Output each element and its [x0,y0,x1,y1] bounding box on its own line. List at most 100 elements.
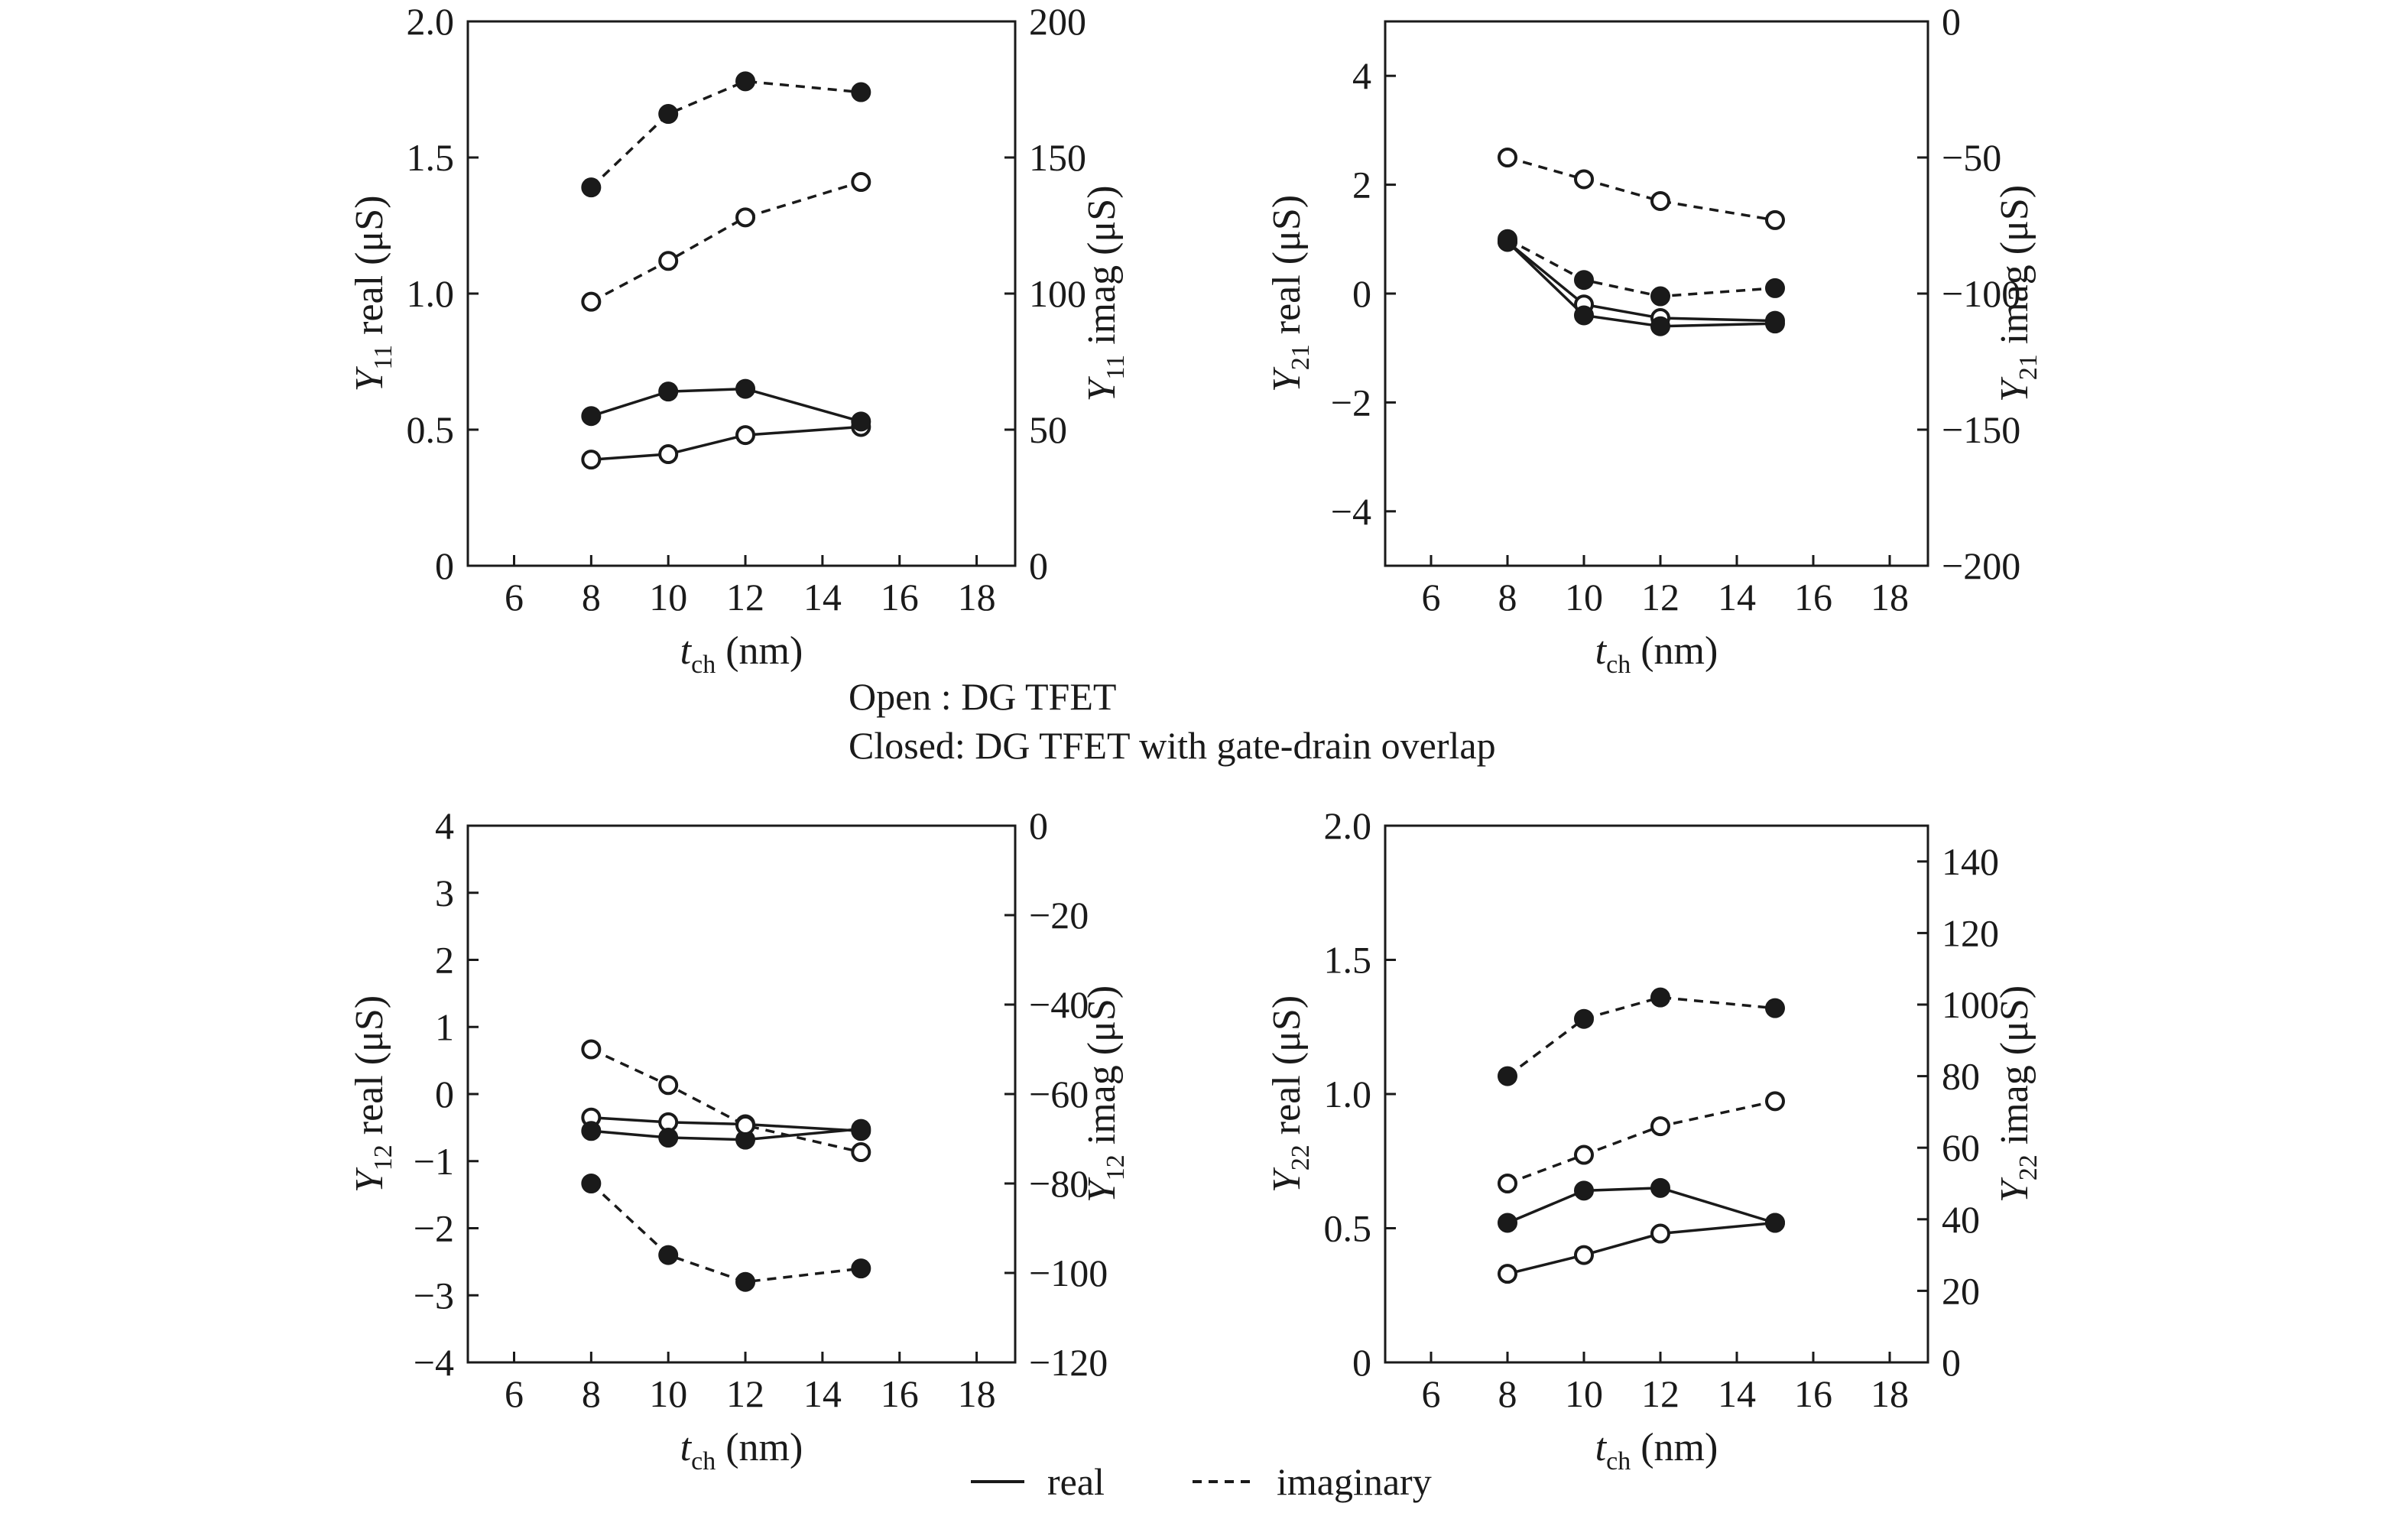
y-right-tick-label: 200 [1029,0,1086,43]
x-tick-label: 12 [1641,1372,1679,1415]
x-tick-label: 6 [1422,1372,1441,1415]
plot-frame [1384,824,1929,1364]
y-left-tick-label: −2 [1331,381,1371,424]
y-right-tick-label: 100 [1942,983,1999,1026]
y-left-tick-label: 0.5 [1324,1207,1372,1250]
x-axis-label: tch (nm) [1595,1426,1718,1476]
y-right-tick-label: 20 [1942,1269,1980,1312]
x-axis-label: tch (nm) [1595,629,1718,679]
y-left-tick-label: 0 [435,1073,454,1115]
series-line-real-open [591,425,862,461]
x-tick-label: 18 [1871,1372,1909,1415]
x-tick-label: 14 [1718,576,1756,619]
y-left-tick-label: 1.5 [1324,939,1372,982]
y-right-tick-label: 0 [1942,0,1961,43]
x-tick-label: 16 [1794,576,1832,619]
y-left-tick-label: 0 [435,544,454,587]
y-right-tick-label: 60 [1942,1126,1980,1169]
data-point-closed [1574,270,1594,291]
y-right-tick-label: 0 [1942,1341,1961,1384]
x-tick-label: 10 [649,1372,687,1415]
y-left-axis-label: Y11 real (μS) [348,195,398,391]
x-tick-label: 14 [803,576,842,619]
y-right-axis-label: Y11 imag (μS) [1080,185,1130,401]
data-point-open [851,1142,871,1163]
y-right-tick-label: 40 [1942,1198,1980,1241]
y-right-tick-label: −50 [1942,136,2001,179]
data-point-closed [1574,1008,1594,1029]
data-point-open [658,1075,679,1096]
x-tick-label: 6 [505,1372,524,1415]
series-line-imaginary-open [1507,1099,1776,1185]
x-tick-label: 14 [803,1372,842,1415]
data-point-open [1765,1091,1785,1112]
x-tick-label: 6 [1422,576,1441,619]
y-left-tick-label: 4 [1352,54,1371,97]
y-right-axis-label: Y22 imag (μS) [1993,985,2043,1203]
chart-y21: 6 8 10 12 14 16 18 −4 −2 0 2 4 −200 −150 −100 −50 0 tch (… [1265,0,2043,679]
data-point-closed [1498,229,1517,249]
data-point-closed [1498,1213,1517,1233]
series-line-imaginary-closed [1507,238,1776,298]
series-line-real-open [1507,1221,1776,1275]
data-point-open [581,1039,602,1060]
legend-real-label: real [1047,1460,1105,1503]
y-right-tick-label: 100 [1029,272,1086,315]
y-right-tick-label: −120 [1029,1341,1108,1384]
y-right-tick-label: −20 [1029,894,1089,937]
data-point-closed [851,82,871,102]
data-point-closed [581,1174,602,1193]
x-tick-label: 16 [881,576,919,619]
x-tick-label: 10 [1565,576,1603,619]
y-left-tick-label: −4 [1331,490,1371,533]
series-line-imaginary-open [590,1047,862,1154]
y-left-tick-label: 3 [435,872,454,914]
y-right-tick-label: 150 [1029,136,1086,179]
y-left-tick-label: −4 [414,1341,454,1384]
x-tick-label: 6 [505,576,524,619]
x-tick-label: 8 [1498,576,1517,619]
y-left-tick-label: 0 [1352,272,1371,315]
data-point-closed [735,71,756,92]
series-line-imaginary-open [1507,156,1776,222]
data-point-closed [1650,316,1670,336]
y-left-tick-label: 2 [1352,164,1371,206]
data-point-closed [1765,278,1785,298]
y-left-tick-label: 2.0 [1324,804,1372,847]
y-right-axis-label: Y12 imag (μS) [1080,985,1130,1203]
series-line-imaginary-closed [590,80,862,189]
series-line-real-open [1506,241,1776,323]
data-point-closed [1650,1177,1670,1198]
legend-imaginary-label: imaginary [1277,1460,1432,1503]
data-point-open [735,1115,756,1135]
data-point-open [851,172,871,193]
data-point-open [1498,148,1517,167]
x-tick-label: 10 [1565,1372,1603,1415]
data-point-closed [851,1258,871,1279]
data-point-closed [1650,286,1670,307]
y-left-tick-label: 1 [435,1005,454,1048]
data-point-open [658,251,679,271]
series-line-real-closed [590,387,862,423]
data-point-closed [1650,987,1670,1008]
data-point-open [1498,1264,1517,1284]
x-tick-label: 16 [881,1372,919,1415]
series-line-imaginary-closed [590,1182,862,1284]
series-line-real-closed [1506,241,1776,328]
y-right-tick-label: 0 [1029,544,1048,587]
y-right-tick-label: −200 [1942,544,2020,587]
x-tick-label: 14 [1718,1372,1756,1415]
y-left-axis-label: Y12 real (μS) [348,995,398,1193]
chart-y22: 6 8 10 12 14 16 18 0 0.5 1.0 1.5 2.0 0 20 40 60 80 100 120… [1265,804,2043,1476]
data-point-open [735,425,756,446]
data-point-open [735,207,756,228]
data-point-closed [1765,313,1785,334]
y-left-tick-label: 4 [435,804,454,847]
caption-open: Open : DG TFET [849,675,1116,718]
x-axis-label: tch (nm) [680,629,803,679]
data-point-open [1765,209,1785,230]
data-point-open [1574,1144,1594,1165]
data-point-closed [658,104,679,125]
y-left-tick-label: 2 [435,939,454,982]
